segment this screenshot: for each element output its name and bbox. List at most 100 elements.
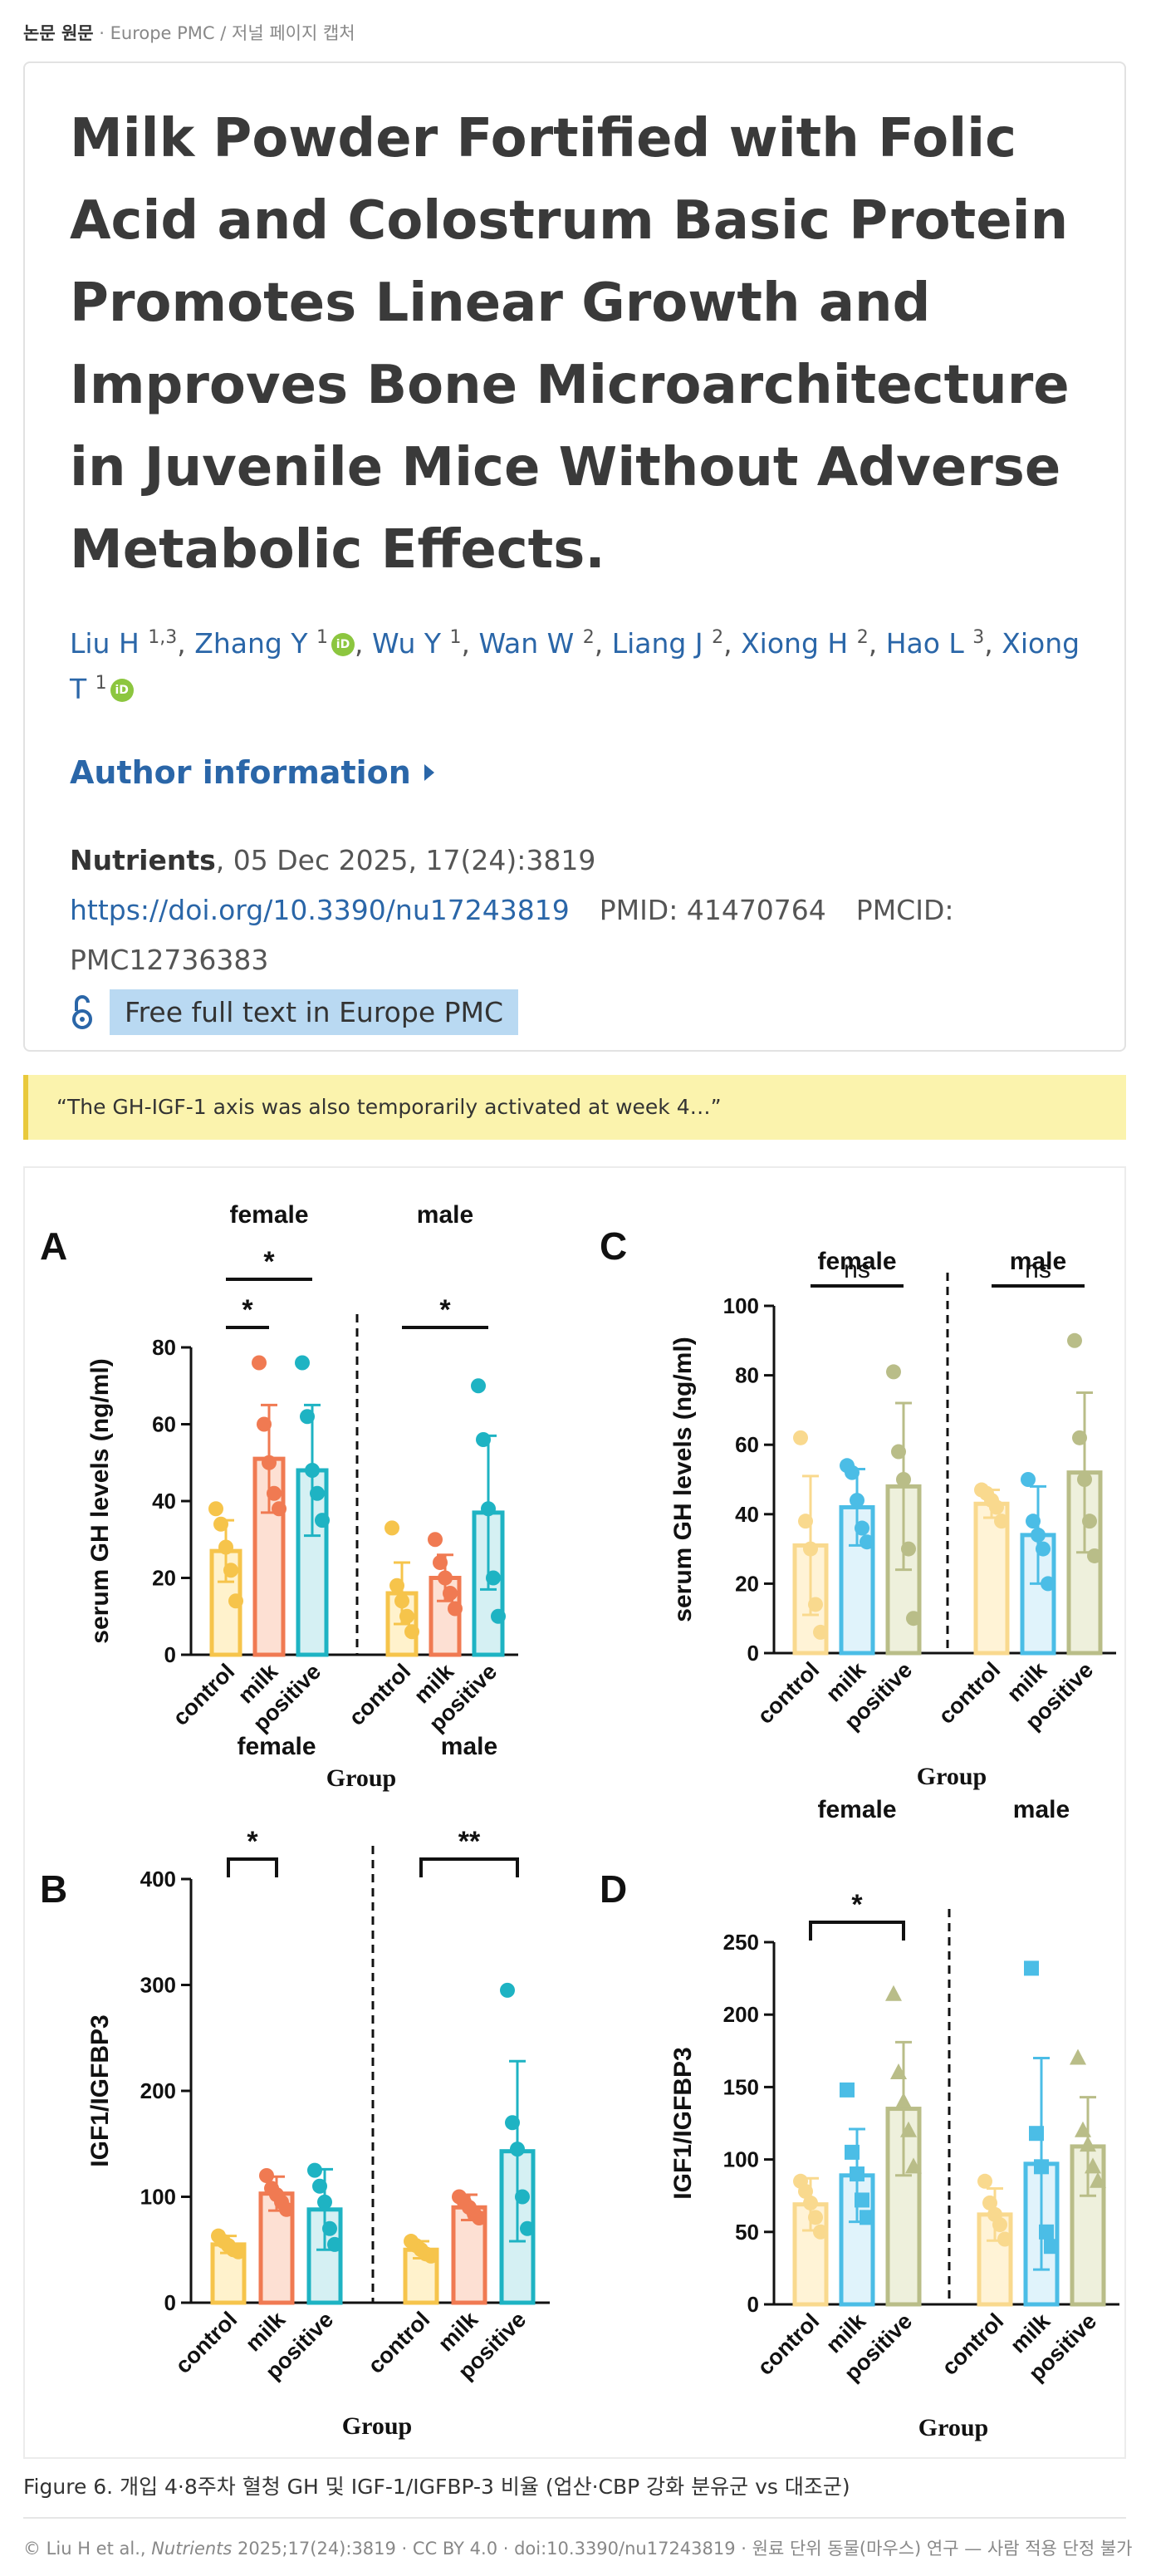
author-information-toggle[interactable]: Author information <box>70 754 434 791</box>
y-tick-label: 0 <box>747 1641 759 1666</box>
author-separator: , <box>461 627 479 660</box>
data-point <box>1029 2126 1044 2142</box>
data-point <box>486 1570 501 1586</box>
paper-title: Milk Powder Fortified with Folic Acid an… <box>70 108 1070 581</box>
data-point <box>272 1501 287 1517</box>
author-link[interactable]: Wan W <box>478 627 583 660</box>
author-link[interactable]: Xiong T <box>70 627 1080 705</box>
y-tick-label: 80 <box>152 1335 176 1360</box>
author-information-label: Author information <box>70 754 411 791</box>
author-link[interactable]: Xiong H <box>741 627 857 660</box>
data-point <box>885 1985 902 2001</box>
data-point <box>1090 2171 1106 2188</box>
free-full-text-label: Free full text in Europe PMC <box>110 989 519 1035</box>
data-point <box>267 1485 282 1501</box>
orcid-icon[interactable]: iD <box>110 679 134 702</box>
author-separator: , <box>355 627 372 660</box>
data-point <box>213 1516 228 1532</box>
data-point <box>262 1455 277 1470</box>
data-point <box>1067 1332 1082 1348</box>
y-tick-label: 20 <box>152 1566 176 1591</box>
x-axis-label: Group <box>326 1764 396 1792</box>
figure-6-charts: A 0 20 40 60 80 serum GH levels (ng/ml) female m… <box>40 1201 1119 2441</box>
data-point <box>472 2210 487 2225</box>
author-link[interactable]: Liang J <box>611 627 713 660</box>
significance-label: ** <box>458 1826 481 1857</box>
y-tick-label: 200 <box>723 2002 759 2027</box>
orcid-icon[interactable]: iD <box>331 633 355 656</box>
data-point <box>1082 1514 1097 1529</box>
y-tick-label: 80 <box>735 1363 759 1388</box>
y-tick-label: 400 <box>140 1867 176 1892</box>
data-point <box>438 1570 453 1586</box>
data-point <box>850 2166 864 2182</box>
author-affiliation: 1 <box>316 627 328 648</box>
data-point <box>1072 1430 1087 1445</box>
y-axis-label: serum GH levels (ng/ml) <box>86 1358 114 1643</box>
y-tick-label: 20 <box>735 1571 759 1596</box>
data-point <box>989 1499 1004 1515</box>
highlight-quote: “The GH-IGF-1 axis was also temporarily … <box>23 1075 1126 1140</box>
author-affiliation: 2 <box>856 627 869 648</box>
y-axis-label: serum GH levels (ng/ml) <box>669 1337 697 1622</box>
data-point <box>399 1608 414 1624</box>
author-affiliation: 3 <box>972 627 985 648</box>
data-point <box>813 2224 828 2240</box>
data-point <box>850 1493 864 1509</box>
x-tick-label: control <box>937 2309 1008 2380</box>
journal-name: Nutrients <box>70 844 216 876</box>
data-point <box>1026 1514 1041 1529</box>
author-affiliation: 2 <box>712 627 724 648</box>
data-point <box>252 1355 267 1371</box>
significance-label: * <box>263 1246 275 1278</box>
data-point <box>218 1539 233 1555</box>
pmid: PMID: 41470764 <box>599 894 826 926</box>
author-link[interactable]: Zhang Y <box>194 627 316 660</box>
group-header: female <box>229 1201 308 1229</box>
data-point <box>840 2082 855 2098</box>
x-axis-label: Group <box>917 1763 987 1790</box>
author-separator: , <box>594 627 612 660</box>
y-tick-label: 0 <box>164 2290 176 2315</box>
data-point <box>860 2210 874 2225</box>
data-point <box>997 2231 1012 2247</box>
source-label: 논문 원문 · Europe PMC / 저널 페이지 캡처 <box>23 20 355 45</box>
data-point <box>1031 1527 1046 1543</box>
author-link[interactable]: Wu Y <box>371 627 450 660</box>
doi-link[interactable]: https://doi.org/10.3390/nu17243819 <box>70 894 570 926</box>
data-point <box>310 1485 325 1501</box>
bar <box>839 2173 875 2307</box>
x-tick-label: control <box>344 1659 415 1730</box>
author-affiliation: 2 <box>582 627 595 648</box>
y-tick-label: 100 <box>723 1293 759 1318</box>
data-point <box>476 1432 491 1447</box>
group-header: male <box>1013 1796 1070 1823</box>
data-point <box>808 1597 823 1612</box>
paper-card: Milk Powder Fortified with Folic Acid an… <box>23 61 1126 1052</box>
data-point <box>295 1355 310 1371</box>
data-point <box>813 1624 828 1640</box>
group-header: female <box>817 1248 896 1275</box>
data-point <box>515 2189 530 2205</box>
data-point <box>433 1555 448 1570</box>
y-tick-label: 100 <box>140 2185 176 2210</box>
data-point <box>322 2220 337 2236</box>
author-link[interactable]: Liu H <box>70 627 149 660</box>
x-tick-label: control <box>933 1657 1005 1729</box>
data-point <box>505 2115 520 2131</box>
data-point <box>1041 1576 1055 1592</box>
data-point <box>793 1430 808 1445</box>
data-point <box>327 2236 342 2252</box>
author-link[interactable]: Hao L <box>885 627 973 660</box>
open-access-lock-icon <box>72 995 92 1029</box>
panel-letter: D <box>600 1867 627 1911</box>
free-full-text-link[interactable]: Free full text in Europe PMC <box>70 989 519 1035</box>
group-header: male <box>417 1201 473 1229</box>
x-axis-label: Group <box>342 2412 412 2440</box>
footer-credit: © Liu H et al., Nutrients 2025;17(24):38… <box>23 2535 1133 2560</box>
significance-label: * <box>851 1889 863 1921</box>
data-point <box>471 1378 486 1394</box>
data-point <box>891 1444 906 1460</box>
y-tick-label: 0 <box>747 2292 759 2317</box>
data-point <box>448 1601 463 1617</box>
